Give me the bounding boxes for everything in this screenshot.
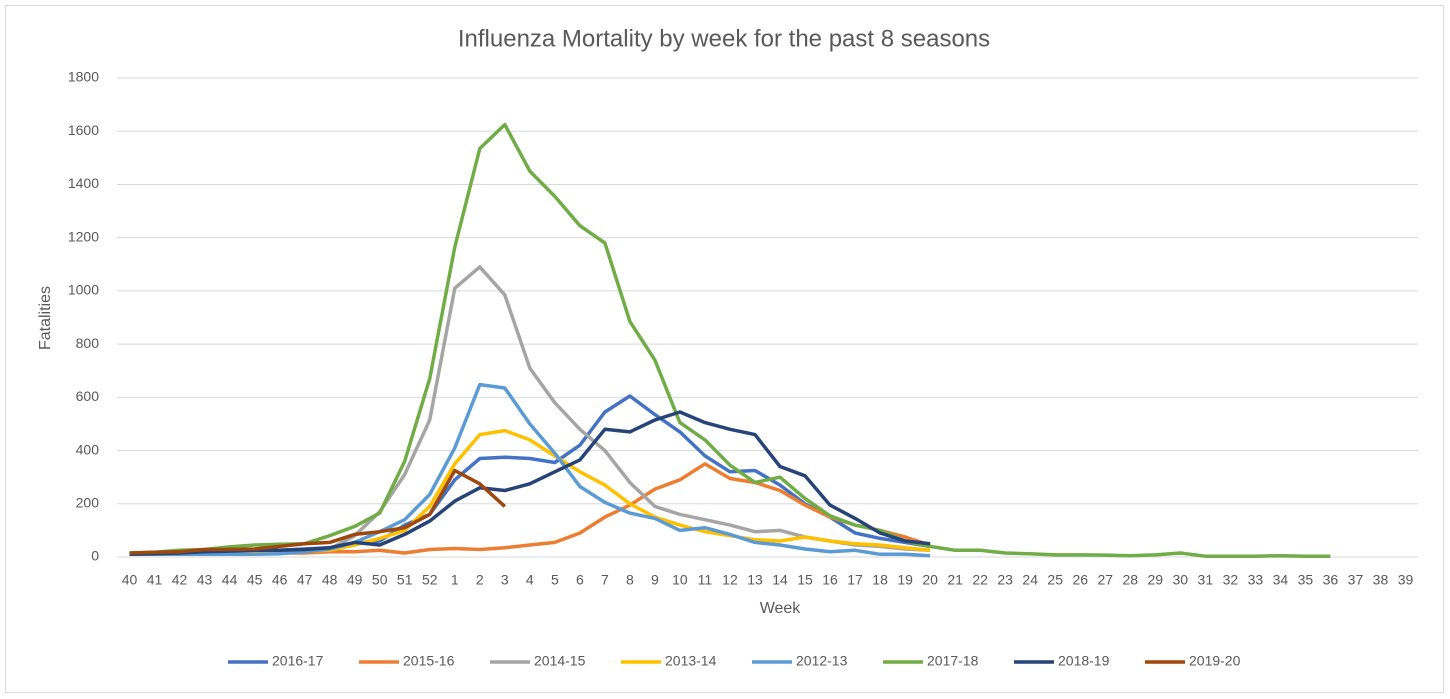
x-tick-label: 25 — [1047, 572, 1063, 588]
legend-label: 2014-15 — [534, 653, 586, 669]
y-tick-label: 1400 — [68, 175, 99, 191]
x-tick-label: 1 — [451, 572, 459, 588]
legend-label: 2012-13 — [796, 653, 848, 669]
y-tick-label: 200 — [76, 494, 100, 510]
x-tick-label: 40 — [122, 572, 138, 588]
chart-title: Influenza Mortality by week for the past… — [458, 25, 990, 52]
x-tick-label: 32 — [1223, 572, 1239, 588]
y-tick-label: 800 — [76, 335, 100, 351]
legend-label: 2013-14 — [665, 653, 717, 669]
x-tick-label: 26 — [1072, 572, 1088, 588]
chart-border — [5, 5, 1444, 693]
series-line — [129, 122, 1331, 558]
x-tick-label: 51 — [397, 572, 413, 588]
x-tick-label: 12 — [722, 572, 738, 588]
x-tick-label: 36 — [1323, 572, 1339, 588]
y-tick-label: 0 — [91, 548, 99, 564]
x-tick-label: 39 — [1398, 572, 1414, 588]
x-axis-label: Week — [760, 600, 802, 617]
x-tick-label: 27 — [1097, 572, 1113, 588]
x-tick-label: 35 — [1298, 572, 1314, 588]
x-tick-label: 7 — [601, 572, 609, 588]
x-tick-label: 15 — [797, 572, 813, 588]
x-tick-label: 45 — [247, 572, 263, 588]
x-tick-label: 14 — [772, 572, 788, 588]
x-tick-label: 24 — [1022, 572, 1038, 588]
series-line — [129, 410, 931, 557]
y-axis-label: Fatalities — [37, 286, 54, 350]
x-tick-label: 8 — [626, 572, 634, 588]
x-tick-label: 17 — [847, 572, 863, 588]
x-tick-label: 4 — [526, 572, 534, 588]
x-tick-label: 16 — [822, 572, 838, 588]
x-tick-label: 9 — [651, 572, 659, 588]
x-tick-label: 6 — [576, 572, 584, 588]
x-tick-label: 21 — [947, 572, 963, 588]
x-tick-label: 49 — [347, 572, 363, 588]
x-tick-label: 33 — [1248, 572, 1264, 588]
x-tick-label: 10 — [672, 572, 688, 588]
legend-label: 2015-16 — [403, 653, 455, 669]
x-tick-label: 20 — [922, 572, 938, 588]
x-tick-label: 28 — [1122, 572, 1138, 588]
legend-label: 2016-17 — [272, 653, 324, 669]
x-tick-label: 50 — [372, 572, 388, 588]
x-tick-label: 3 — [501, 572, 509, 588]
x-tick-label: 2 — [476, 572, 484, 588]
y-tick-label: 600 — [76, 388, 100, 404]
legend-label: 2018-19 — [1058, 653, 1110, 669]
x-tick-label: 18 — [872, 572, 888, 588]
x-tick-label: 41 — [147, 572, 163, 588]
x-tick-label: 44 — [222, 572, 238, 588]
x-tick-label: 47 — [297, 572, 313, 588]
legend-label: 2017-18 — [927, 653, 979, 669]
x-tick-label: 19 — [897, 572, 913, 588]
x-tick-label: 48 — [322, 572, 338, 588]
x-tick-label: 46 — [272, 572, 288, 588]
x-tick-label: 34 — [1273, 572, 1289, 588]
y-tick-label: 1200 — [68, 228, 99, 244]
x-tick-label: 37 — [1348, 572, 1364, 588]
x-tick-label: 11 — [698, 572, 713, 588]
y-tick-label: 1600 — [68, 122, 99, 138]
y-tick-label: 1800 — [68, 69, 99, 85]
x-tick-label: 43 — [197, 572, 213, 588]
series-line — [129, 382, 931, 558]
x-tick-label: 29 — [1148, 572, 1164, 588]
x-tick-label: 38 — [1373, 572, 1389, 588]
x-tick-label: 31 — [1198, 572, 1214, 588]
x-tick-label: 52 — [422, 572, 438, 588]
legend-label: 2019-20 — [1189, 653, 1241, 669]
x-tick-label: 13 — [747, 572, 763, 588]
x-tick-label: 42 — [172, 572, 188, 588]
series-line — [129, 468, 506, 555]
x-tick-label: 22 — [972, 572, 988, 588]
x-tick-label: 23 — [997, 572, 1013, 588]
x-tick-label: 5 — [551, 572, 559, 588]
y-tick-label: 1000 — [68, 282, 99, 298]
x-tick-label: 30 — [1173, 572, 1189, 588]
y-tick-label: 400 — [76, 441, 100, 457]
